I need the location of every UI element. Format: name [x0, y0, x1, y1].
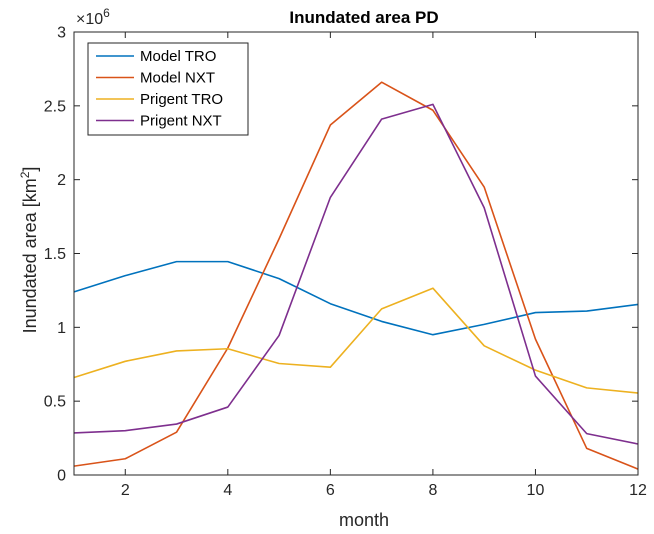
x-tick-label: 6: [326, 482, 335, 499]
y-tick-label: 3: [57, 25, 66, 42]
y-tick-label: 0.5: [44, 394, 66, 411]
legend-box: [87, 42, 249, 136]
y-axis-label-suffix: ]: [20, 167, 40, 172]
series-line-prigent-nxt: [73, 103, 639, 445]
legend-label-model-tro: Model TRO: [140, 48, 216, 65]
y-tick-label: 0: [57, 468, 66, 485]
y-tick-label: 1.5: [44, 246, 66, 263]
plot-area: [73, 81, 639, 470]
x-tick-label: 4: [223, 482, 232, 499]
legend-label-model-nxt: Model NXT: [140, 70, 215, 87]
series-line-prigent-tro: [73, 287, 639, 394]
y-multiplier-base: ×10: [76, 11, 103, 28]
y-multiplier: ×106: [76, 6, 110, 28]
x-tick-label: 12: [629, 482, 647, 499]
x-tick-label: 10: [527, 482, 545, 499]
series-line-model-nxt: [73, 81, 639, 470]
chart-title: Inundated area PD: [289, 8, 438, 27]
y-axis-label: Inundated area [km2]: [18, 167, 40, 334]
y-tick-label: 1: [57, 320, 66, 337]
x-axis-label: month: [339, 510, 389, 530]
legend-label-prigent-nxt: Prigent NXT: [140, 113, 222, 130]
ticks: 2 4 6 8 10 12 0 0.5 1 1.5 2 2.5 3: [44, 25, 647, 500]
y-axis-label-main: Inundated area [km: [20, 178, 40, 333]
legend: Model TRO Model NXT Prigent TRO Prigent NXT: [87, 42, 249, 136]
x-tick-label: 8: [428, 482, 437, 499]
series-line-model-tro: [73, 260, 639, 336]
y-tick-label: 2: [57, 172, 66, 189]
y-multiplier-exponent: 6: [103, 6, 110, 20]
legend-label-prigent-tro: Prigent TRO: [140, 91, 223, 108]
y-tick-label: 2.5: [44, 98, 66, 115]
y-axis-label-sup: 2: [18, 171, 32, 178]
x-tick-label: 2: [121, 482, 130, 499]
